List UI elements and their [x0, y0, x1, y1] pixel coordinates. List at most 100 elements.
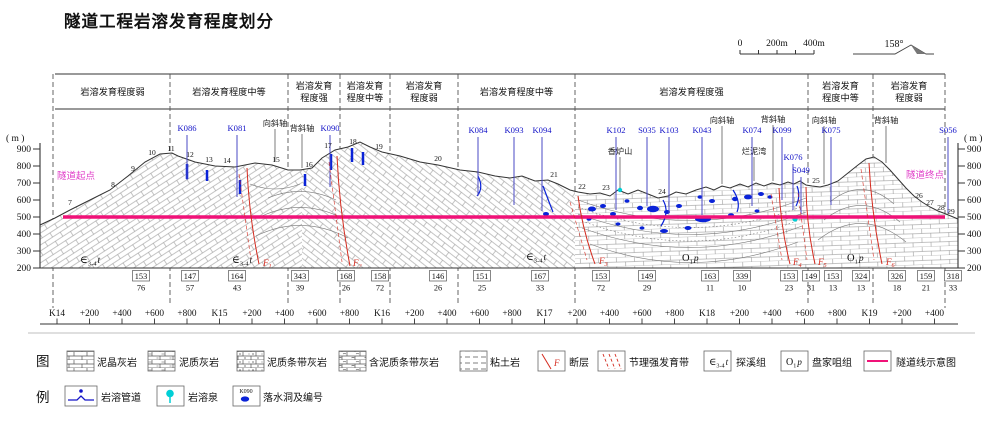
- dip-angle-value: 10: [738, 284, 746, 293]
- zone-label: 岩溶发育程度中等: [480, 86, 554, 97]
- dip-box: [638, 270, 656, 282]
- dip-box: [371, 270, 389, 282]
- terrain-point-number: 22: [578, 182, 586, 191]
- dip-direction-value: 149: [805, 272, 817, 281]
- formation-suffix: p: [693, 254, 699, 264]
- elevation-label-right: 500: [967, 213, 982, 223]
- bearing-symbol: 158°: [853, 39, 934, 55]
- fault-label: F5: [817, 257, 827, 269]
- formation-suffix: p: [796, 357, 802, 367]
- terrain-point-number: 26: [915, 191, 923, 200]
- fault-line: [868, 162, 883, 265]
- dip-box: [701, 270, 719, 282]
- dip-direction-value: 326: [891, 272, 903, 281]
- zone-label-line1: 岩溶发育: [347, 80, 384, 91]
- scale-bar-tick-label: 0: [738, 39, 743, 49]
- dip-direction-value: 164: [231, 272, 244, 281]
- fault-label-subscript: 4: [799, 262, 802, 269]
- terrain-point-number: 9: [131, 164, 135, 173]
- dip-box: [733, 270, 751, 282]
- fault-label: F1: [262, 258, 272, 270]
- formation-suffix: t: [543, 253, 546, 263]
- chainage-label: +200: [405, 309, 425, 319]
- legend-swatch-bk1: [66, 350, 95, 372]
- dip-direction-value: 149: [641, 272, 653, 281]
- elevation-label-right: 200: [967, 264, 982, 274]
- figure-title: 隧道工程岩溶发育程度划分: [64, 13, 274, 31]
- elevation-unit-left: ( m ): [6, 133, 24, 144]
- elevation-label-left: 700: [17, 179, 32, 189]
- zone-label-line1: 岩溶发育: [891, 80, 928, 91]
- tunnel-start-label: 隧道起点: [57, 170, 96, 182]
- dip-angle-value: 25: [478, 284, 486, 293]
- fault-label: F3: [598, 256, 608, 268]
- joint-zone-line: [238, 173, 252, 261]
- formation-subscript: 1: [690, 259, 693, 266]
- formation-suffix: p: [858, 254, 864, 264]
- dip-direction-value: 153: [595, 272, 607, 281]
- elevation-axes-frame: [39, 143, 959, 269]
- dip-angle-value: 23: [785, 284, 793, 293]
- borehole-label: K099: [772, 125, 791, 135]
- dip-direction-value: 163: [704, 272, 716, 281]
- terrain-point-number: 11: [167, 144, 174, 153]
- dip-box: [181, 270, 199, 282]
- legend-label: 落水洞及编号: [263, 391, 323, 404]
- borehole-label: K094: [532, 125, 552, 135]
- dip-angle-value: 33: [949, 284, 957, 293]
- borehole-label: K043: [692, 125, 711, 135]
- bearing-arrow-head: [911, 45, 926, 54]
- dip-box: [802, 270, 820, 282]
- strata-patterns: [40, 142, 958, 268]
- borehole-label: K093: [504, 125, 523, 135]
- borehole-label: K103: [659, 125, 678, 135]
- elevation-label-left: 300: [17, 247, 32, 257]
- bearing-value: 158°: [885, 39, 904, 50]
- fault-label: F6: [885, 257, 896, 269]
- dip-direction-value: 153: [135, 272, 147, 281]
- dip-angle-value: 72: [376, 284, 384, 293]
- zone-label-line2: 程度中等: [347, 92, 384, 103]
- terrain-point-number: 18: [349, 137, 357, 146]
- legend-conduit-dot: [79, 389, 83, 393]
- dip-direction-value: 146: [432, 272, 444, 281]
- dip-angle-value: 13: [857, 284, 865, 293]
- elevation-label-left: 500: [17, 213, 32, 223]
- chainage-label: +800: [827, 309, 847, 319]
- dip-box: [824, 270, 842, 282]
- elevation-label-right: 400: [967, 230, 982, 240]
- terrain-point-number: 7: [68, 198, 72, 207]
- borehole-label: K084: [468, 125, 488, 135]
- chainage-label: +600: [632, 309, 652, 319]
- borehole-label: S035: [638, 125, 656, 135]
- legend-label: 泥晶灰岩: [97, 356, 137, 369]
- legend-label: 含泥质条带灰岩: [369, 356, 439, 369]
- zone-label-line2: 程度弱: [410, 92, 438, 103]
- borehole-label: K081: [227, 123, 246, 133]
- fold-axis-label: 向斜轴: [710, 115, 735, 125]
- terrain-point-number: 13: [205, 155, 213, 164]
- terrain-point-number: 16: [305, 160, 313, 169]
- tunnel-end-label: 隧道终点: [906, 169, 945, 181]
- fault-line: [577, 195, 596, 265]
- legend-conduit-icon: [68, 395, 94, 401]
- dip-angle-value: 72: [597, 284, 605, 293]
- legend-label: 盘家咀组: [812, 356, 852, 369]
- formation-suffix: t: [726, 357, 729, 367]
- fault-line: [778, 187, 791, 265]
- fold-axis-label: 背斜轴: [761, 114, 786, 124]
- legend-label: 岩溶泉: [188, 391, 218, 404]
- dip-box: [917, 270, 935, 282]
- legend-label: 泥质条带灰岩: [267, 356, 327, 369]
- chainage-label: +600: [145, 309, 165, 319]
- dip-direction-value: 168: [340, 272, 352, 281]
- dip-box: [291, 270, 309, 282]
- dip-angle-value: 11: [706, 284, 714, 293]
- borehole-label: K074: [742, 125, 762, 135]
- legend-sinkhole-blob: [240, 396, 250, 402]
- dip-box: [852, 270, 870, 282]
- elevation-label-left: 400: [17, 230, 32, 240]
- formation-subscript: 1: [855, 259, 858, 266]
- joint-zone-line: [569, 201, 588, 261]
